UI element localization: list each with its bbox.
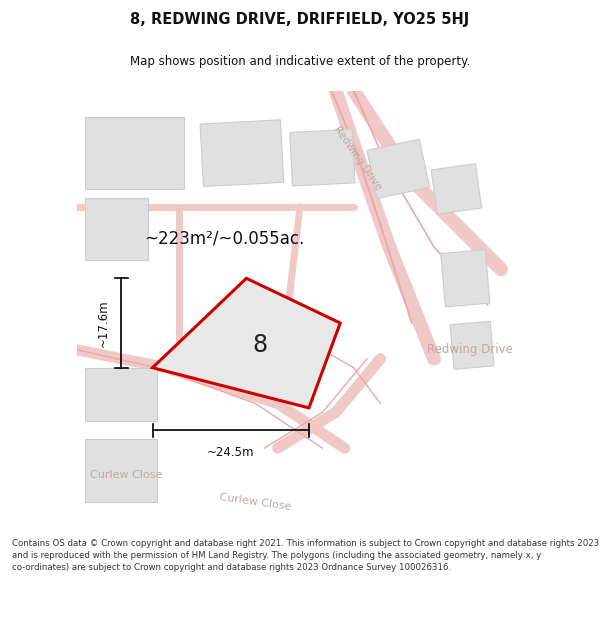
Polygon shape <box>200 120 284 186</box>
Polygon shape <box>85 118 184 189</box>
Polygon shape <box>290 129 355 186</box>
Text: ~24.5m: ~24.5m <box>207 446 254 459</box>
Polygon shape <box>450 321 494 369</box>
Polygon shape <box>367 139 430 199</box>
Polygon shape <box>85 198 148 261</box>
Polygon shape <box>85 439 157 502</box>
Text: Curlew Close: Curlew Close <box>219 492 292 512</box>
Text: Redwing Drive: Redwing Drive <box>332 124 384 191</box>
Text: 8, REDWING DRIVE, DRIFFIELD, YO25 5HJ: 8, REDWING DRIVE, DRIFFIELD, YO25 5HJ <box>130 12 470 28</box>
Text: ~17.6m: ~17.6m <box>97 299 110 347</box>
Text: Curlew Close: Curlew Close <box>89 470 162 480</box>
Text: Contains OS data © Crown copyright and database right 2021. This information is : Contains OS data © Crown copyright and d… <box>12 539 599 572</box>
Polygon shape <box>85 368 157 421</box>
Text: Map shows position and indicative extent of the property.: Map shows position and indicative extent… <box>130 55 470 68</box>
Text: Redwing Drive: Redwing Drive <box>427 343 513 356</box>
Text: 8: 8 <box>252 333 268 357</box>
Polygon shape <box>152 278 340 408</box>
Text: ~223m²/~0.055ac.: ~223m²/~0.055ac. <box>144 229 304 247</box>
Polygon shape <box>431 164 482 214</box>
Polygon shape <box>441 249 490 307</box>
